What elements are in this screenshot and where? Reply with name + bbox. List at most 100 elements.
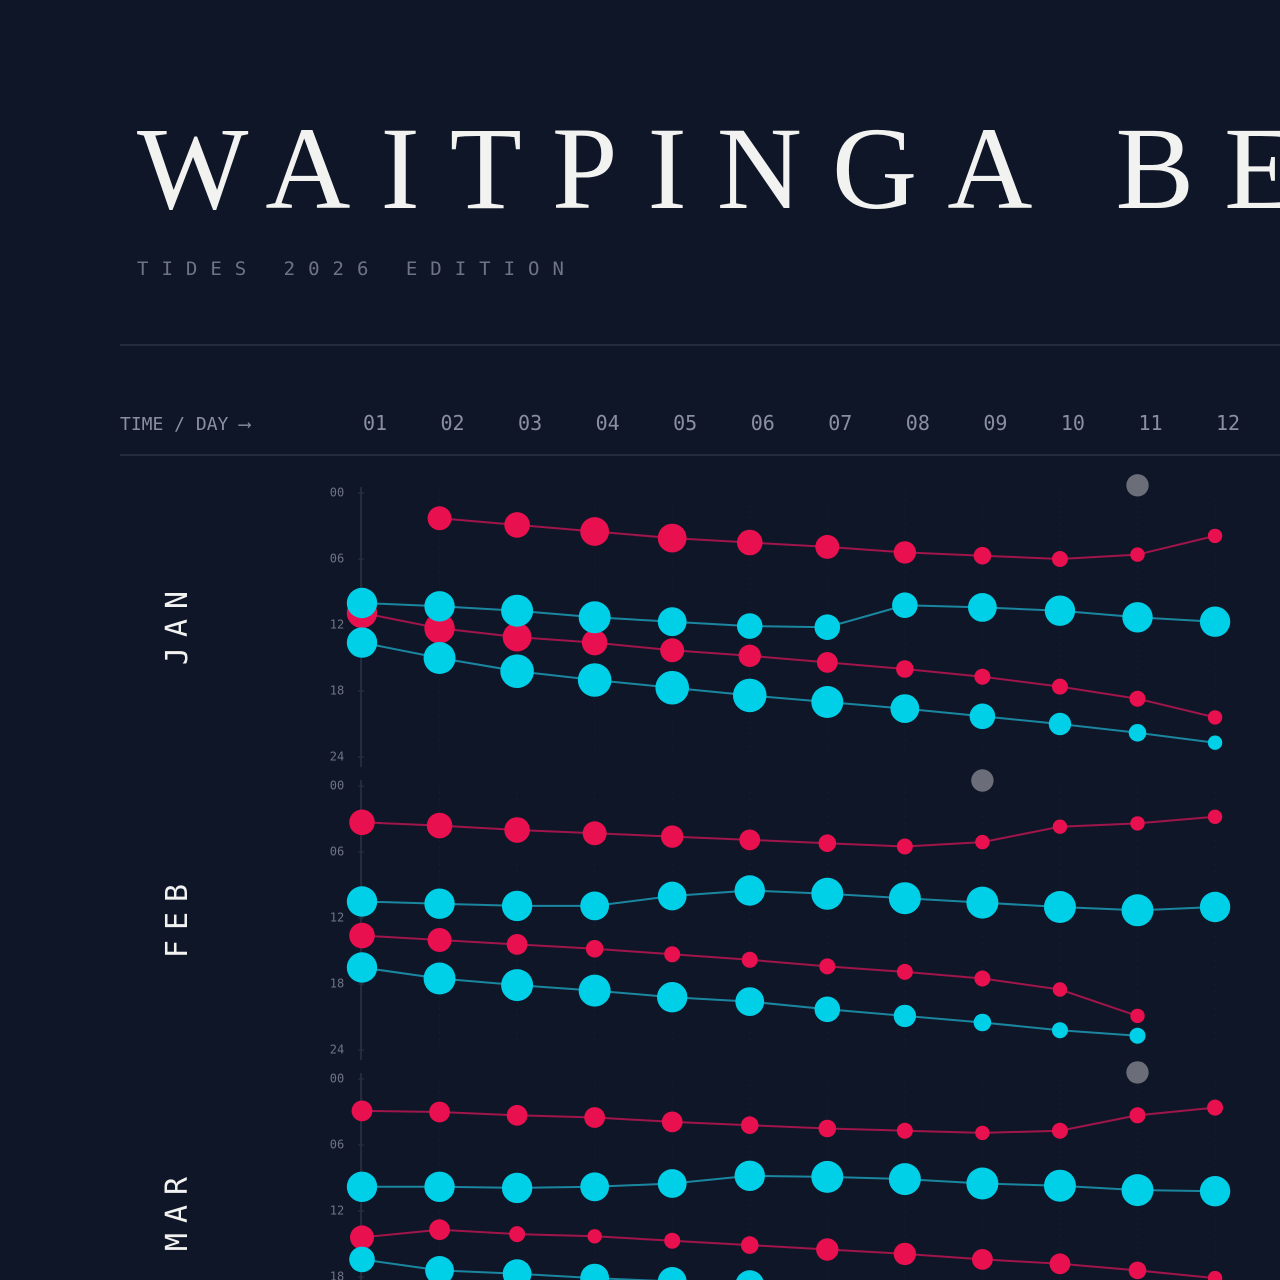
x-tick-label: 12: [1216, 411, 1240, 435]
y-tick-label: 24: [330, 750, 344, 764]
tide-dot: [424, 1171, 455, 1203]
tide-dot: [896, 963, 913, 980]
tide-dot: [657, 607, 687, 637]
tide-dot: [1207, 735, 1223, 750]
tide-dot: [1129, 1107, 1146, 1124]
tide-dot: [429, 1101, 450, 1123]
y-tick-label: 06: [330, 845, 344, 859]
tide-dot: [738, 644, 761, 667]
tide-dot: [661, 1111, 683, 1133]
tide-dot: [1130, 547, 1145, 562]
y-tick-label: 06: [330, 552, 344, 566]
tide-dot: [349, 1246, 375, 1273]
tide-dot: [655, 670, 689, 705]
x-tick-label: 01: [363, 411, 387, 435]
tide-dot: [657, 982, 688, 1013]
tide-dot: [582, 821, 607, 846]
tide-dot: [425, 1256, 454, 1280]
tide-dot: [893, 1242, 917, 1266]
y-tick-label: 24: [330, 1043, 344, 1057]
tide-dot: [1128, 1261, 1147, 1280]
tide-dot: [1121, 894, 1154, 927]
tide-dot: [346, 587, 378, 619]
tide-dot: [578, 601, 611, 634]
y-tick-label: 12: [330, 1204, 344, 1218]
tide-dot: [509, 1226, 526, 1243]
tide-dot: [424, 888, 455, 919]
tide-dot: [814, 614, 841, 640]
tide-line: [361, 1106, 1216, 1134]
tide-dot: [506, 1104, 528, 1126]
tide-dot: [585, 940, 604, 958]
tide-dot: [346, 952, 378, 983]
y-tick-label: 00: [330, 486, 344, 500]
tide-dot: [1048, 712, 1072, 736]
tide-dot: [657, 1267, 687, 1280]
tide-dot: [423, 642, 456, 674]
tide-dot: [349, 922, 375, 949]
x-tick-label: 07: [828, 411, 852, 435]
tide-dot: [1049, 1253, 1071, 1275]
tide-dot: [741, 951, 758, 968]
tide-dot: [657, 881, 687, 911]
tide-dot: [1043, 891, 1076, 923]
tide-dot: [1207, 809, 1223, 824]
tide-dot: [1121, 1174, 1154, 1207]
tide-dot: [580, 1172, 610, 1202]
tide-dot: [811, 686, 844, 718]
tide-dot: [818, 1119, 837, 1138]
tide-dot: [577, 663, 612, 697]
tide-dot: [739, 829, 761, 851]
tide-dot: [736, 529, 763, 556]
tide-dot: [664, 946, 681, 963]
month-label: FEB: [160, 874, 195, 958]
tide-dot: [740, 1116, 759, 1134]
tide-dot: [1051, 1122, 1068, 1139]
tide-dot: [1051, 1022, 1068, 1039]
x-tick-label: 06: [751, 411, 775, 435]
tide-dot: [587, 1229, 602, 1244]
tide-dot: [971, 769, 994, 792]
tide-dot: [1207, 1099, 1224, 1116]
tide-dot: [973, 1013, 992, 1032]
tide-dot: [501, 594, 534, 627]
tide-dot: [975, 1125, 990, 1141]
tide-dot: [424, 613, 455, 644]
tide-dot: [819, 958, 836, 975]
tide-dot: [504, 512, 530, 538]
tide-dot: [975, 834, 990, 850]
tide-dot: [969, 703, 996, 730]
tide-dot: [735, 987, 765, 1016]
tide-dot: [1043, 1169, 1076, 1202]
tide-dot: [1052, 982, 1068, 997]
y-tick-label: 00: [330, 779, 344, 793]
tide-dot: [501, 890, 533, 922]
tide-dot: [1199, 1176, 1231, 1207]
tide-dot: [502, 622, 532, 652]
tide-dot: [1051, 551, 1068, 567]
x-tick-label: 10: [1061, 411, 1085, 435]
y-tick-label: 18: [330, 1270, 344, 1280]
tide-dot: [501, 969, 534, 1002]
tide-dot: [349, 809, 375, 836]
x-tick-label: 05: [673, 411, 697, 435]
tide-dot: [584, 1107, 606, 1128]
tide-dot: [888, 882, 921, 915]
x-tick-label: 04: [596, 411, 620, 435]
tide-dot: [1207, 528, 1223, 544]
tide-dot: [350, 1225, 374, 1250]
tide-dot: [504, 817, 530, 843]
tide-dot: [1199, 891, 1231, 923]
tide-dot: [896, 660, 914, 678]
tide-dot: [890, 694, 920, 723]
tide-dot: [972, 1249, 993, 1270]
tide-dot: [893, 1004, 917, 1028]
page-title: WAITPINGA BE: [137, 103, 1280, 234]
tide-dot: [974, 970, 991, 987]
tide-dot: [888, 1163, 921, 1196]
tide-dot: [811, 1160, 844, 1193]
tide-dot: [664, 1232, 681, 1249]
y-tick-label: 18: [330, 684, 344, 698]
